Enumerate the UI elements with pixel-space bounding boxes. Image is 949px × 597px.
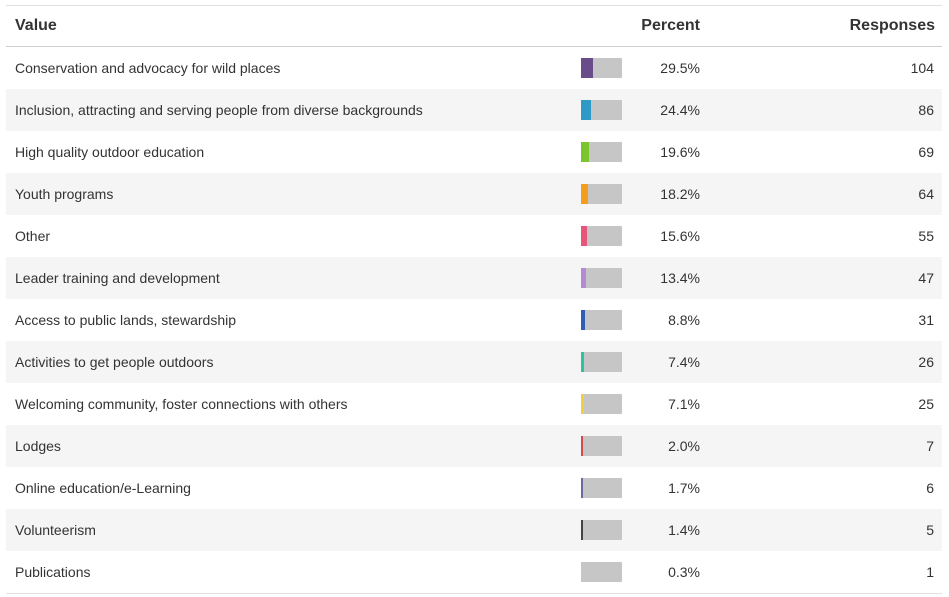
table-row: Volunteerism 1.4% 5: [6, 509, 942, 551]
percent-bar: [581, 562, 622, 582]
row-label: Online education/e-Learning: [15, 480, 191, 496]
table-row: Inclusion, attracting and serving people…: [6, 89, 942, 131]
percent-bar: [581, 520, 622, 540]
row-label: Publications: [15, 564, 91, 580]
table-row: High quality outdoor education 19.6% 69: [6, 131, 942, 173]
row-responses: 31: [918, 312, 934, 328]
percent-bar: [581, 142, 622, 162]
row-responses: 5: [926, 522, 934, 538]
table-row: Welcoming community, foster connections …: [6, 383, 942, 425]
percent-bar-fill: [581, 394, 584, 414]
table-row: Other 15.6% 55: [6, 215, 942, 257]
row-responses: 86: [918, 102, 934, 118]
row-responses: 6: [926, 480, 934, 496]
percent-bar: [581, 100, 622, 120]
row-label: High quality outdoor education: [15, 144, 205, 160]
table-row: Publications 0.3% 1: [6, 551, 942, 593]
row-percent: 0.3%: [668, 564, 700, 580]
row-label: Welcoming community, foster connections …: [15, 396, 348, 412]
percent-bar: [581, 352, 622, 372]
percent-column-header[interactable]: Percent: [641, 17, 700, 34]
row-responses: 104: [910, 60, 934, 76]
row-percent: 7.4%: [668, 354, 700, 370]
table-bottom-border: [6, 593, 942, 594]
percent-bar: [581, 268, 622, 288]
row-label: Youth programs: [15, 186, 114, 202]
percent-bar: [581, 226, 622, 246]
responses-column-header[interactable]: Responses: [849, 17, 935, 34]
row-label: Leader training and development: [15, 270, 220, 286]
percent-bar: [581, 394, 622, 414]
percent-bar-fill: [581, 142, 589, 162]
table-row: Youth programs 18.2% 64: [6, 173, 942, 215]
table-body: Conservation and advocacy for wild place…: [6, 47, 942, 593]
row-label: Inclusion, attracting and serving people…: [15, 102, 423, 118]
table-row: Access to public lands, stewardship 8.8% 3…: [6, 299, 942, 341]
percent-bar-fill: [581, 352, 584, 372]
row-percent: 29.5%: [660, 60, 700, 76]
row-percent: 18.2%: [660, 186, 700, 202]
table-header: Value Percent Responses: [6, 6, 942, 47]
percent-bar: [581, 478, 622, 498]
row-responses: 25: [918, 396, 934, 412]
percent-bar-fill: [581, 478, 583, 498]
percent-bar: [581, 310, 622, 330]
row-responses: 47: [918, 270, 934, 286]
table-row: Activities to get people outdoors 7.4% 26: [6, 341, 942, 383]
row-percent: 8.8%: [668, 312, 700, 328]
percent-bar-fill: [581, 310, 585, 330]
row-label: Lodges: [15, 438, 61, 454]
row-responses: 1: [926, 564, 934, 580]
row-responses: 64: [918, 186, 934, 202]
row-responses: 7: [926, 438, 934, 454]
row-label: Activities to get people outdoors: [15, 354, 214, 370]
percent-bar-fill: [581, 184, 588, 204]
row-percent: 19.6%: [660, 144, 700, 160]
row-responses: 55: [918, 228, 934, 244]
row-percent: 13.4%: [660, 270, 700, 286]
row-percent: 1.4%: [668, 522, 700, 538]
table-row: Lodges 2.0% 7: [6, 425, 942, 467]
percent-bar-fill: [581, 268, 586, 288]
value-column-header[interactable]: Value: [15, 17, 57, 34]
percent-bar: [581, 184, 622, 204]
row-label: Conservation and advocacy for wild place…: [15, 60, 281, 76]
row-label: Other: [15, 228, 51, 244]
percent-bar-fill: [581, 436, 583, 456]
percent-bar: [581, 58, 622, 78]
percent-bar-fill: [581, 520, 583, 540]
row-label: Volunteerism: [15, 522, 96, 538]
responses-table: Value Percent Responses Conservation and…: [6, 5, 942, 594]
table-row: Conservation and advocacy for wild place…: [6, 47, 942, 89]
table-row: Online education/e-Learning 1.7% 6: [6, 467, 942, 509]
table-row: Leader training and development 13.4% 47: [6, 257, 942, 299]
row-percent: 7.1%: [668, 396, 700, 412]
percent-bar-fill: [581, 100, 591, 120]
row-percent: 2.0%: [668, 438, 700, 454]
row-percent: 15.6%: [660, 228, 700, 244]
row-responses: 69: [918, 144, 934, 160]
row-label: Access to public lands, stewardship: [15, 312, 236, 328]
percent-bar-fill: [581, 58, 593, 78]
row-responses: 26: [918, 354, 934, 370]
row-percent: 1.7%: [668, 480, 700, 496]
row-percent: 24.4%: [660, 102, 700, 118]
percent-bar: [581, 436, 622, 456]
percent-bar-fill: [581, 226, 587, 246]
